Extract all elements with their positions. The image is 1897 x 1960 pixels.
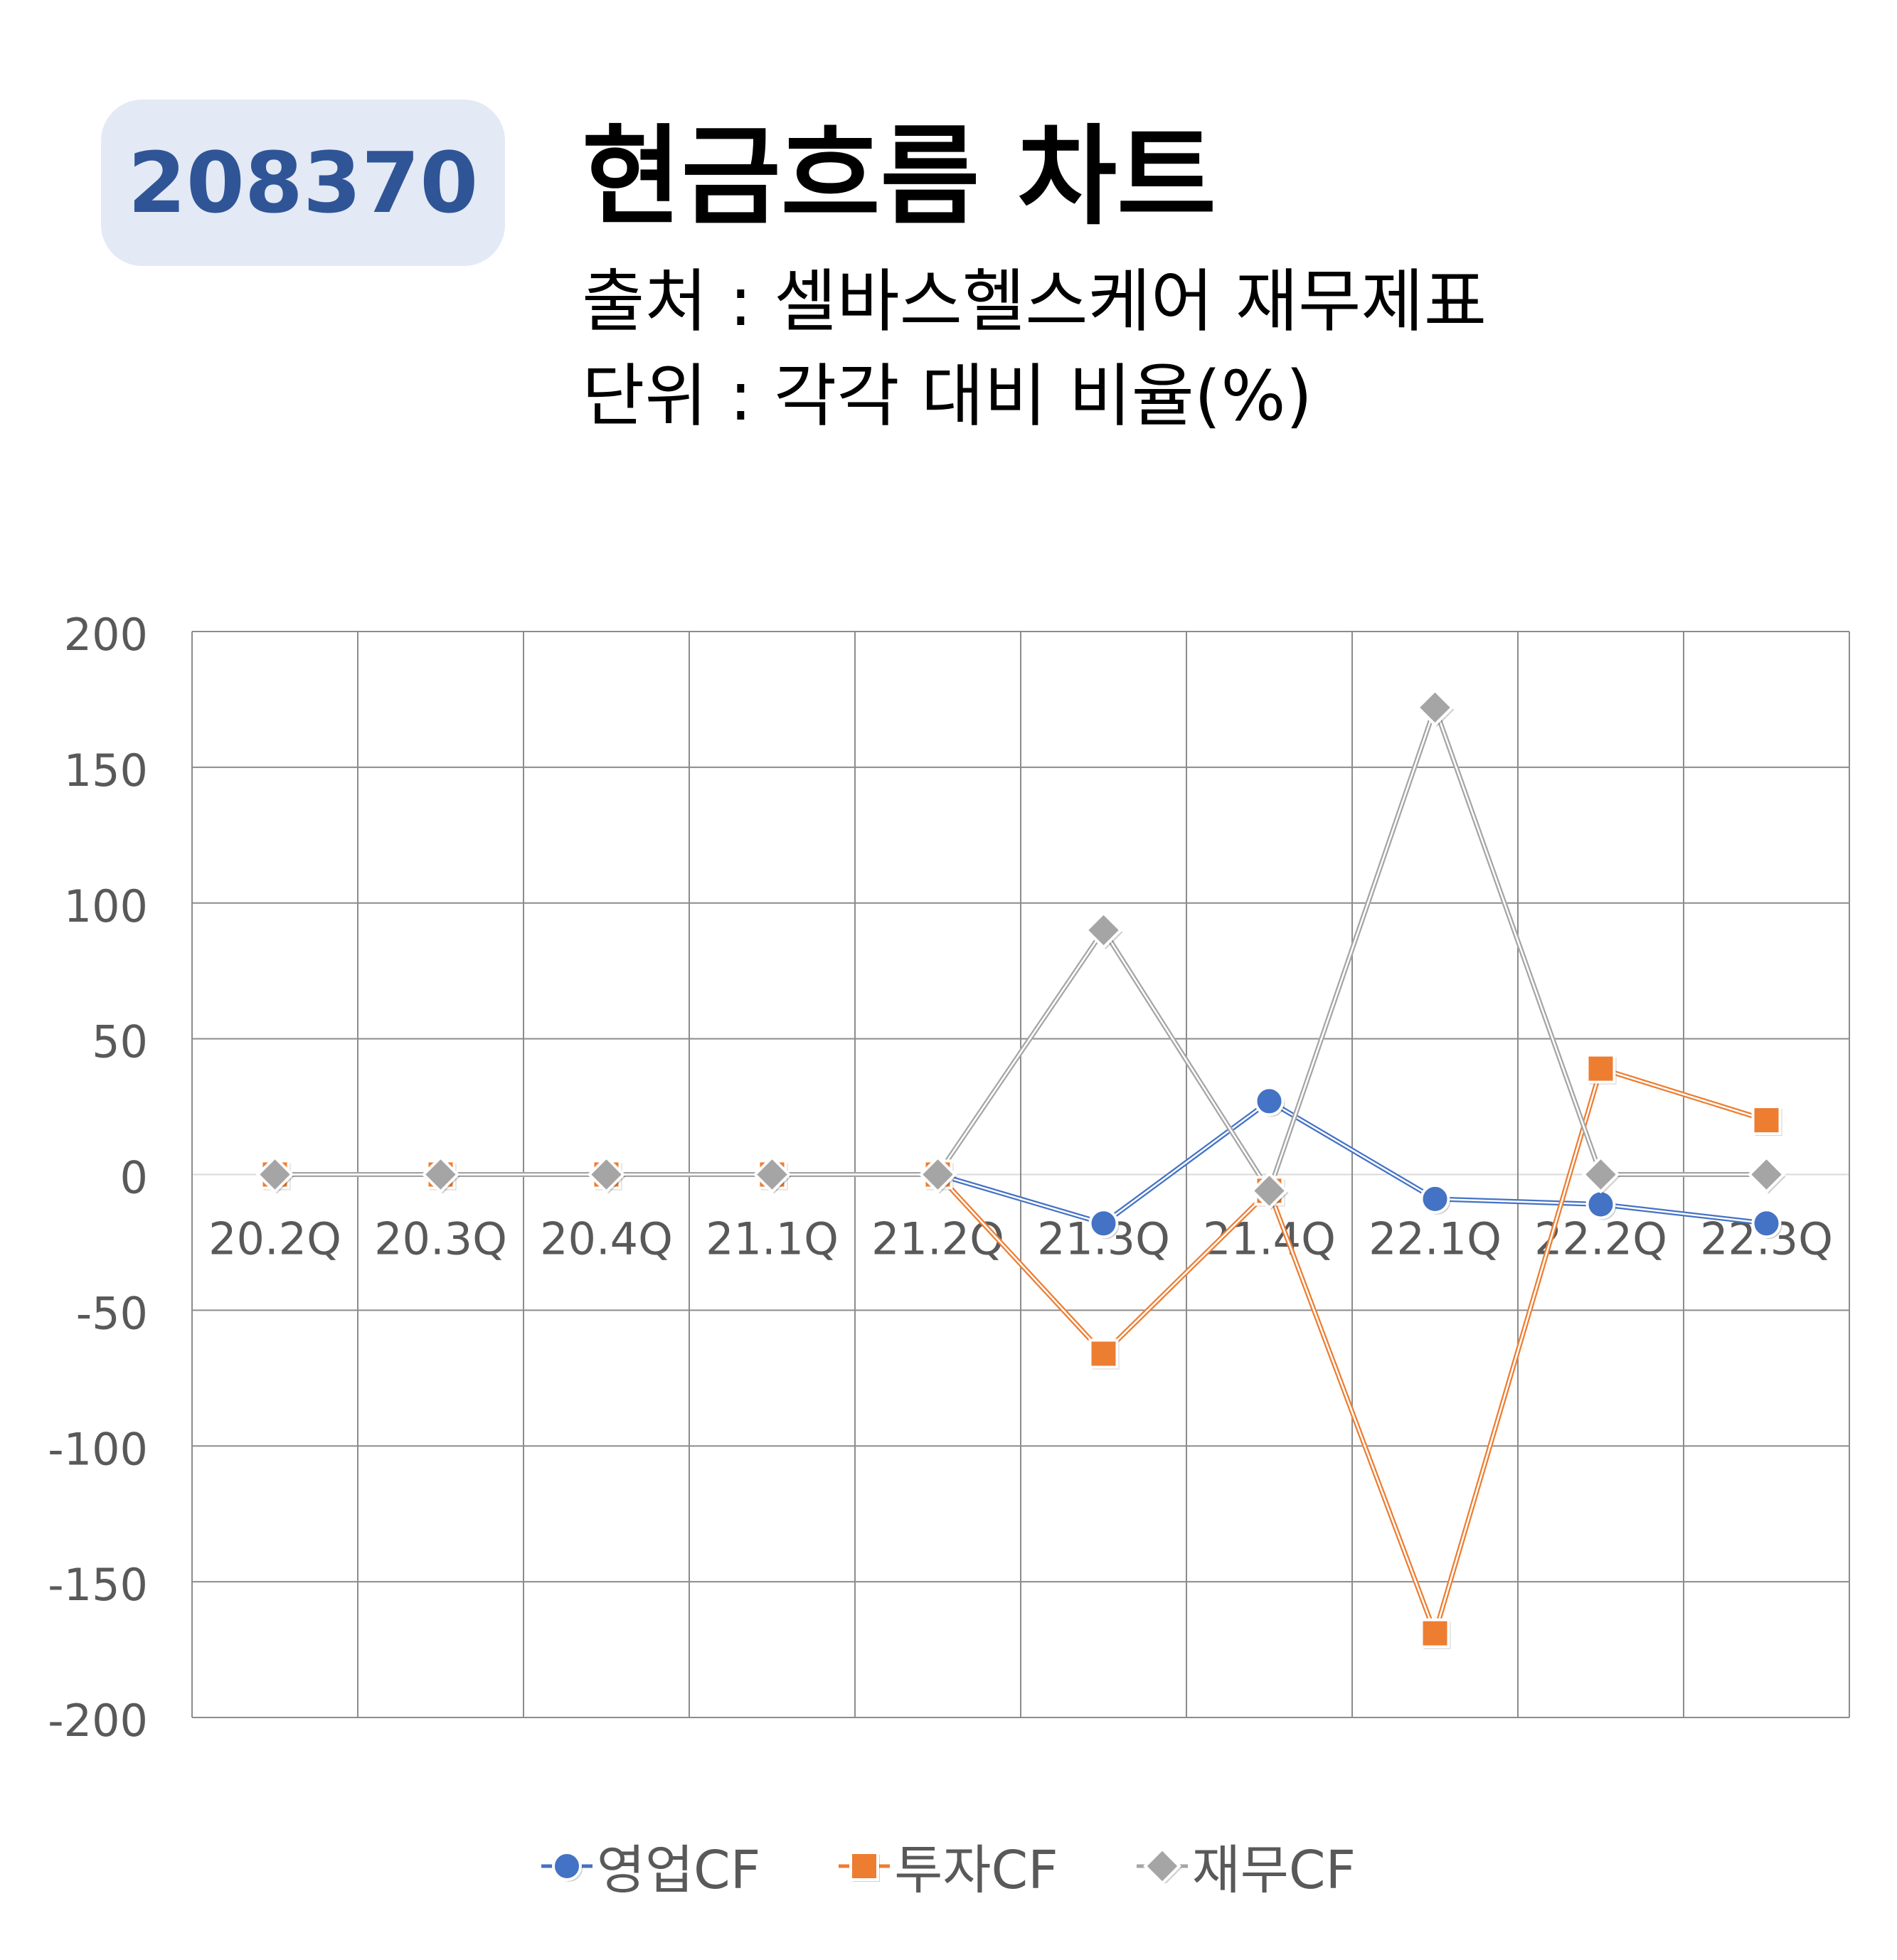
data-point-diamond [918,1155,957,1194]
data-point-diamond [1250,1171,1289,1210]
y-tick-label: 100 [64,880,148,932]
legend-swatch-square-icon [839,1850,891,1882]
stock-code-badge: 208370 [101,100,505,266]
y-axis-ticks: 200 150 100 50 0 -50 -100 -150 -200 [48,609,148,1747]
x-tick-label: 20.4Q [540,1213,673,1265]
legend-item: 투자CF [839,1828,1058,1904]
data-point-circle [1585,1189,1617,1220]
y-tick-label: 200 [64,609,148,661]
chart-title: 현금흐름 차트 [582,114,1216,240]
data-point-diamond [1747,1155,1786,1194]
legend-label: 투자CF [894,1840,1058,1901]
legend-label: 영업CF [596,1840,761,1901]
data-point-square [1088,1338,1120,1370]
data-point-diamond [1415,688,1455,727]
series-line-core [275,705,1767,1193]
data-point-square [1420,1618,1451,1649]
y-tick-label: -100 [48,1423,148,1475]
x-tick-label: 22.1Q [1369,1213,1502,1265]
legend-marker [551,1850,583,1882]
series-markers [255,688,1786,1649]
y-tick-label: 50 [92,1016,148,1068]
data-point-diamond [1084,911,1123,949]
legend-swatch-circle-icon [541,1850,593,1882]
data-point-circle [1420,1183,1451,1215]
stock-code: 208370 [127,134,479,232]
legend-item: 영업CF [541,1828,760,1904]
legend-marker [849,1850,881,1882]
chart-grid [191,631,1850,1718]
x-tick-label: 20.2Q [208,1213,341,1265]
x-tick-label: 21.4Q [1203,1213,1336,1265]
x-tick-label: 20.3Q [374,1213,507,1265]
series-lines [275,700,1768,1641]
x-tick-label: 21.1Q [706,1213,839,1265]
data-point-square [1585,1053,1617,1085]
data-point-diamond [753,1155,792,1194]
data-point-circle [1088,1208,1120,1240]
x-axis-ticks: 20.2Q 20.3Q 20.4Q 21.1Q 21.2Q 21.3Q 21.4Q 22.1Q… [208,1213,1833,1265]
data-point-circle [1254,1086,1285,1117]
data-point-diamond [1581,1155,1620,1194]
legend-item: 재무CF [1136,1828,1356,1904]
data-point-square [1751,1105,1782,1136]
legend-label: 재무CF [1191,1840,1356,1901]
data-point-circle [1751,1208,1782,1240]
data-point-diamond [421,1155,460,1194]
data-point-diamond [587,1155,626,1194]
data-point-diamond [255,1155,294,1194]
source-line: 출처 : 셀바스헬스케어 재무제표 [582,262,1487,341]
y-tick-label: -150 [48,1559,148,1611]
unit-line: 단위 : 각각 대비 비율(%) [582,356,1313,436]
y-tick-label: 150 [64,745,148,797]
y-tick-label: 0 [120,1152,148,1204]
y-tick-label: -200 [48,1695,148,1747]
y-tick-label: -50 [76,1287,148,1339]
chart-legend: 영업CF 투자CF 재무CF [0,1828,1897,1904]
legend-swatch-diamond-icon [1136,1848,1188,1883]
legend-marker [1142,1848,1181,1883]
x-tick-label: 21.2Q [871,1213,1004,1265]
